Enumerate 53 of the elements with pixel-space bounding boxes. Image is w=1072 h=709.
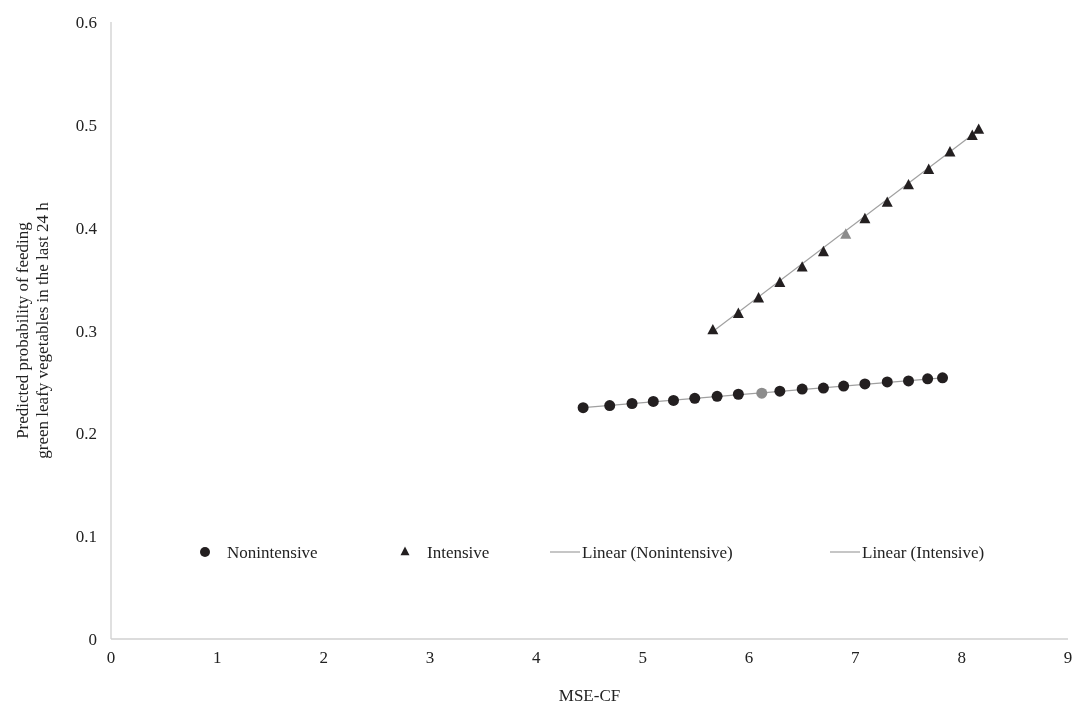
legend-label: Linear (Intensive) <box>862 543 985 562</box>
x-tick-label: 9 <box>1063 648 1072 667</box>
point <box>903 375 914 387</box>
point <box>937 372 949 384</box>
point <box>756 387 768 399</box>
x-tick-label: 2 <box>319 648 328 667</box>
point <box>796 261 808 272</box>
point <box>796 383 808 395</box>
point <box>626 398 638 410</box>
y-tick-label: 0.6 <box>75 13 97 32</box>
point <box>838 380 850 392</box>
point <box>923 163 935 174</box>
point <box>732 388 744 400</box>
x-tick-label: 4 <box>532 648 542 667</box>
point <box>711 390 723 402</box>
y-tick-label: 0 <box>88 630 97 649</box>
point <box>668 394 679 406</box>
x-tick-label: 1 <box>213 648 222 667</box>
point <box>732 307 744 318</box>
point <box>707 323 719 335</box>
point <box>881 196 893 207</box>
y-tick-label: 0.1 <box>75 527 97 547</box>
legend-label: Nonintensive <box>227 543 318 562</box>
point <box>966 129 978 140</box>
point <box>774 276 786 288</box>
legend-label: Intensive <box>427 543 490 562</box>
legend-label: Linear (Nonintensive) <box>582 543 733 562</box>
y-tick-label: 0.4 <box>75 218 98 238</box>
point <box>903 178 914 190</box>
x-tick-label: 5 <box>638 648 647 667</box>
point <box>647 395 659 407</box>
point <box>604 400 616 412</box>
x-tick-label: 3 <box>425 648 435 667</box>
y-axis-title: Predicted probability of feeding green leafy vegetables in the last 24 h <box>13 201 52 459</box>
point <box>859 212 871 224</box>
y-tick-label: 0.2 <box>75 424 97 444</box>
y-tick-label: 0.5 <box>75 115 97 135</box>
point <box>817 382 829 394</box>
point <box>774 385 786 397</box>
x-axis-title: MSE-CF <box>558 686 621 705</box>
x-tick-label: 7 <box>851 648 861 667</box>
x-tick-label: 0 <box>106 648 116 667</box>
point <box>840 228 852 239</box>
point <box>817 245 829 257</box>
point <box>577 402 589 414</box>
x-tick-label: 8 <box>957 648 966 667</box>
x-tick-label: 6 <box>744 648 754 667</box>
point <box>859 378 871 390</box>
point <box>689 392 701 404</box>
point <box>881 376 893 388</box>
y-tick-label: 0.3 <box>75 321 97 341</box>
point <box>922 373 934 385</box>
point <box>973 123 985 134</box>
